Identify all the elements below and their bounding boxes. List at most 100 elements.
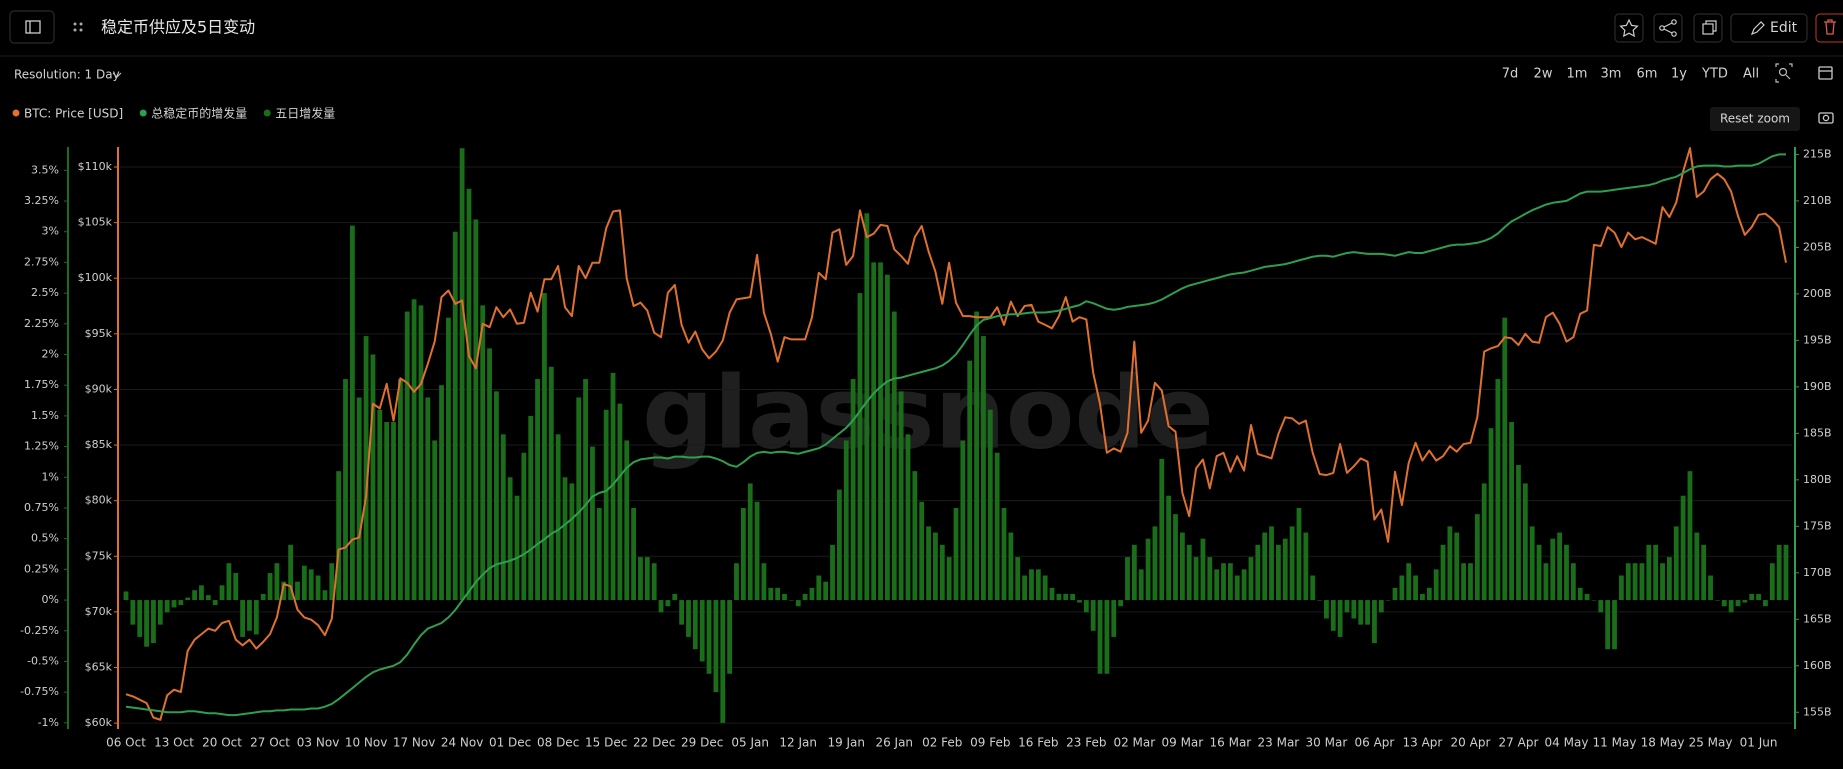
bar <box>974 311 979 601</box>
bar <box>487 348 492 601</box>
bar <box>836 489 842 601</box>
bar <box>1248 557 1254 601</box>
bar <box>1474 514 1480 601</box>
y-tick-label: 1.5% <box>31 409 59 422</box>
y-tick-label: 210B <box>1803 194 1832 207</box>
bar <box>1420 593 1425 601</box>
bar <box>315 575 321 601</box>
x-tick-label: 17 Nov <box>393 736 436 750</box>
sidebar-toggle[interactable] <box>9 10 55 44</box>
range-button[interactable]: YTD <box>1701 67 1728 82</box>
bar <box>1783 544 1789 601</box>
bar <box>473 219 479 601</box>
range-button[interactable]: All <box>1743 67 1759 82</box>
x-tick-label: 26 Jan <box>875 736 913 750</box>
bar <box>1056 593 1062 601</box>
bar <box>1481 483 1487 601</box>
bar <box>994 452 1000 601</box>
bar <box>1317 600 1322 601</box>
legend-label[interactable]: 五日增发量 <box>275 106 335 121</box>
legend-label[interactable]: BTC: Price [USD] <box>24 107 123 121</box>
reset-zoom-button[interactable] <box>1710 107 1800 131</box>
bar <box>288 544 294 601</box>
resolution-selector[interactable]: Resolution: 1 Day <box>14 68 120 82</box>
range-button[interactable]: 6m <box>1637 67 1658 82</box>
bar <box>219 585 225 601</box>
bar <box>754 501 760 601</box>
y-tick-label: 1.25% <box>24 440 59 453</box>
bar <box>802 593 808 601</box>
y-tick-label: 3.5% <box>31 163 59 176</box>
bar <box>1296 507 1302 601</box>
bar <box>1179 532 1185 601</box>
bar <box>1001 507 1007 601</box>
range-button[interactable]: 2w <box>1534 67 1553 82</box>
range-button[interactable]: 1y <box>1671 67 1687 82</box>
bar <box>1763 600 1768 607</box>
bar <box>274 563 280 601</box>
legend-label[interactable]: 总稳定币的增发量 <box>151 106 247 121</box>
bar <box>926 526 931 601</box>
edit-icon <box>1750 21 1765 36</box>
x-tick-label: 06 Oct <box>106 736 146 750</box>
bar <box>432 440 438 601</box>
zoom-icon[interactable] <box>1775 63 1793 83</box>
bar <box>466 188 472 601</box>
range-button[interactable]: 1m <box>1567 67 1588 82</box>
bar <box>891 311 897 601</box>
bar <box>898 391 904 601</box>
range-button[interactable]: 3m <box>1601 67 1622 82</box>
bar <box>638 557 643 601</box>
bar <box>885 274 890 601</box>
bar <box>878 262 883 601</box>
x-tick-label: 15 Dec <box>585 736 627 750</box>
share-button[interactable] <box>1653 13 1683 43</box>
bar <box>199 585 204 601</box>
favorite-button[interactable] <box>1614 13 1644 43</box>
bar <box>542 293 547 601</box>
range-button[interactable]: 7d <box>1502 67 1519 82</box>
x-tick-label: 13 Apr <box>1403 736 1443 750</box>
y-tick-label: $110k <box>78 160 113 173</box>
bar <box>1488 428 1494 601</box>
calendar-icon[interactable] <box>1818 66 1833 80</box>
y-tick-label: 195B <box>1803 333 1832 346</box>
x-tick-label: 02 Mar <box>1113 736 1155 750</box>
bar <box>397 379 403 601</box>
edit-button[interactable] <box>1730 13 1808 43</box>
bar <box>720 600 726 723</box>
camera-icon[interactable] <box>1818 112 1834 124</box>
x-tick-label: 29 Dec <box>681 736 723 750</box>
bar <box>631 507 637 601</box>
bar <box>1275 544 1281 601</box>
trash-icon <box>1824 19 1836 35</box>
bar <box>1776 544 1782 601</box>
bar <box>953 507 959 601</box>
x-tick-label: 24 Nov <box>441 736 484 750</box>
bar <box>1063 593 1069 601</box>
x-tick-label: 20 Apr <box>1451 736 1491 750</box>
bar <box>1152 526 1158 601</box>
bar <box>295 581 300 601</box>
bar <box>500 434 506 601</box>
duplicate-button[interactable] <box>1693 13 1723 43</box>
bar <box>850 379 856 601</box>
star-icon <box>1619 18 1639 38</box>
bar <box>1090 600 1096 631</box>
delete-button[interactable] <box>1815 13 1843 43</box>
y-tick-label: $85k <box>85 438 113 451</box>
y-tick-label: 160B <box>1803 659 1832 672</box>
drag-handle[interactable] <box>73 22 83 32</box>
bar <box>1358 600 1364 625</box>
bar <box>939 544 945 601</box>
x-tick-label: 25 May <box>1689 736 1733 750</box>
y-tick-label: 180B <box>1803 473 1832 486</box>
bar <box>1166 495 1172 601</box>
bar <box>178 600 184 605</box>
y-tick-label: 175B <box>1803 519 1832 532</box>
y-tick-label: 1% <box>42 470 59 483</box>
bar <box>1536 544 1542 601</box>
y-tick-label: 185B <box>1803 426 1832 439</box>
bar <box>960 440 966 601</box>
